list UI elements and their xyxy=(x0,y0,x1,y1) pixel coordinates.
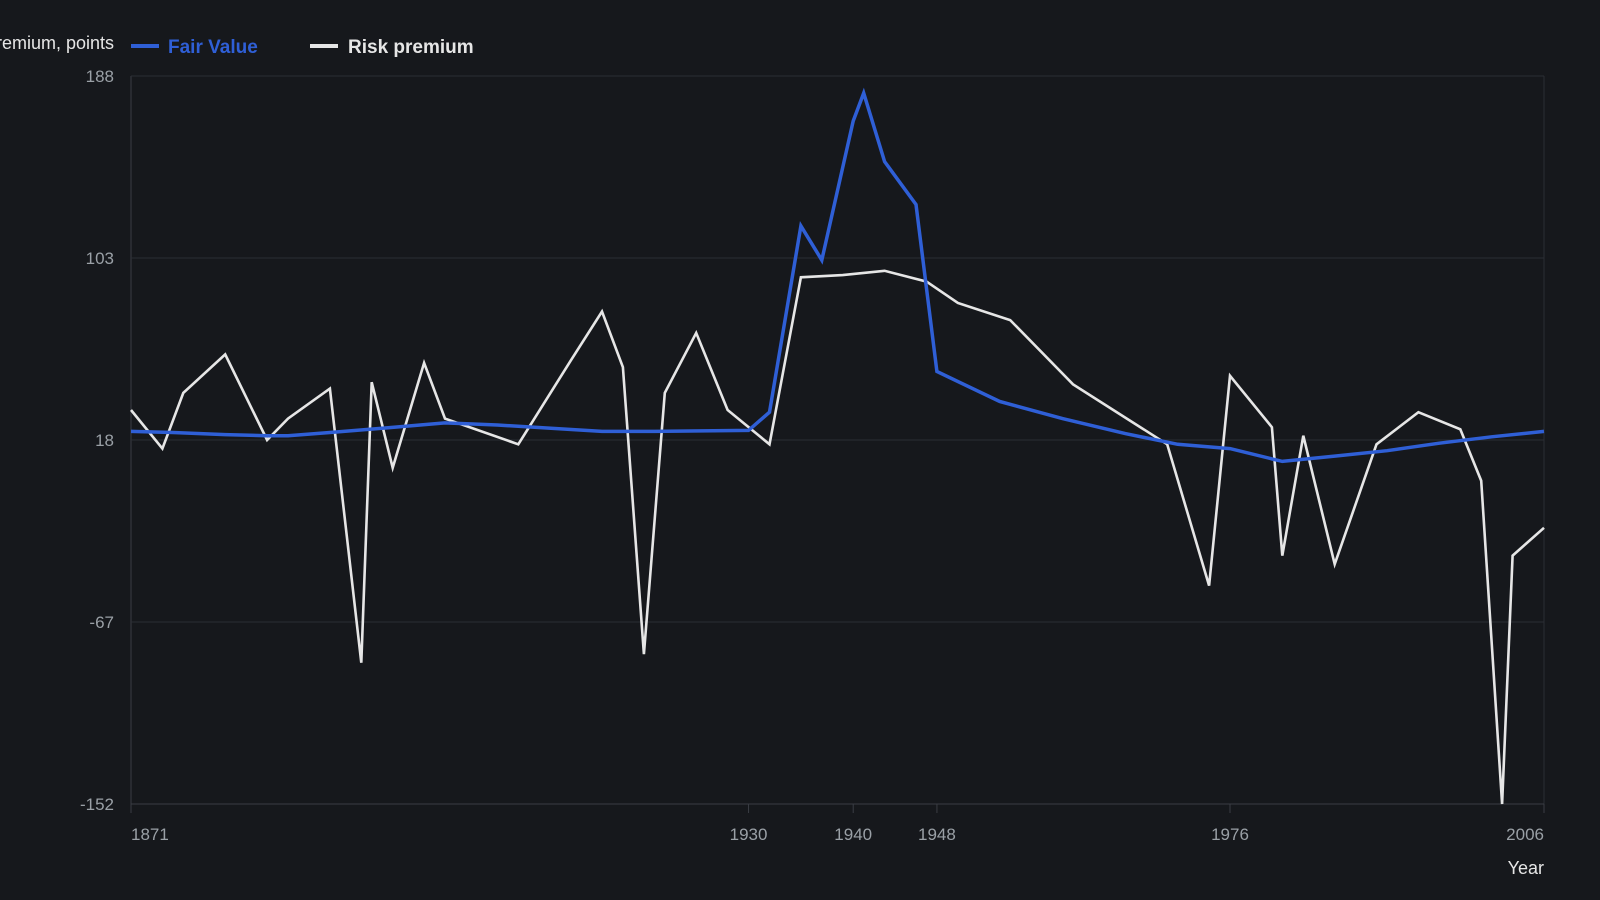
y-axis-title: Fair Value, Risk premium, points xyxy=(0,33,114,53)
gridlines xyxy=(130,75,1545,805)
series-line-risk-premium[interactable] xyxy=(129,269,1545,805)
x-tick-label: 1871 xyxy=(131,825,169,844)
x-axis-title: Year xyxy=(1508,858,1544,878)
y-tick-label: 103 xyxy=(86,249,114,268)
legend-item-fair-value[interactable]: Fair Value xyxy=(131,37,258,58)
x-tick-label: 2006 xyxy=(1506,825,1544,844)
x-tick-label: 1948 xyxy=(918,825,956,844)
legend-label-fair-value: Fair Value xyxy=(168,37,258,58)
y-tick-label: -67 xyxy=(89,613,114,632)
y-tick-label: 18 xyxy=(95,431,114,450)
y-axis: -152 -67 18 103 188 xyxy=(80,67,114,814)
y-tick-label: -152 xyxy=(80,795,114,814)
legend-label-risk-premium: Risk premium xyxy=(348,37,474,58)
x-tick-label: 1940 xyxy=(834,825,872,844)
y-tick-label: 188 xyxy=(86,67,114,86)
x-axis: 1871 1930 1940 1948 1976 2006 xyxy=(130,804,1545,844)
x-tick-label: 1930 xyxy=(730,825,768,844)
legend-item-risk-premium[interactable]: Risk premium xyxy=(310,37,474,58)
plot-area xyxy=(129,87,1545,805)
series-line-fair-value[interactable] xyxy=(130,87,1545,464)
legend: Fair Value Risk premium xyxy=(131,37,474,58)
x-tick-label: 1976 xyxy=(1211,825,1249,844)
